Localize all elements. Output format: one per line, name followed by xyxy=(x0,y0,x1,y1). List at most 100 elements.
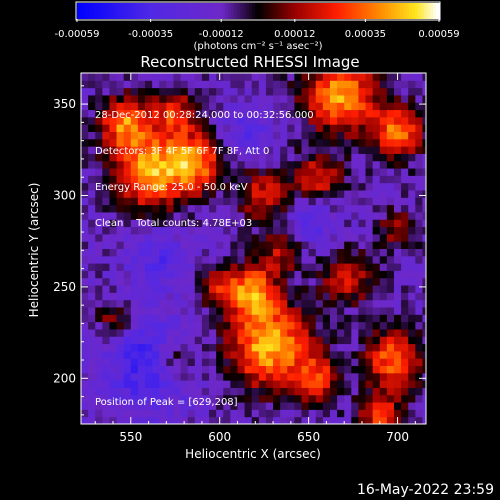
heatmap-cell xyxy=(372,241,381,249)
heatmap-cell xyxy=(372,409,381,418)
heatmap-cell xyxy=(415,226,423,235)
heatmap-cell xyxy=(130,102,139,111)
colorbar-cell xyxy=(80,3,84,19)
heatmap-cell xyxy=(137,146,146,154)
heatmap-cell xyxy=(109,153,118,162)
heatmap-cell xyxy=(95,394,103,403)
heatmap-cell xyxy=(322,211,331,220)
heatmap-cell xyxy=(401,416,409,425)
heatmap-cell xyxy=(329,102,338,111)
heatmap-cell xyxy=(130,109,139,118)
heatmap-cell xyxy=(344,292,352,301)
heatmap-cell xyxy=(123,394,132,403)
heatmap-cell xyxy=(152,277,160,286)
heatmap-cell xyxy=(322,94,331,103)
heatmap-cell xyxy=(130,226,139,235)
heatmap-cell xyxy=(81,372,89,381)
heatmap-cell xyxy=(109,343,118,352)
heatmap-cell xyxy=(251,138,260,147)
heatmap-cell xyxy=(315,138,324,147)
heatmap-cell xyxy=(159,204,167,213)
heatmap-cell xyxy=(358,307,367,315)
colorbar-cell xyxy=(167,3,172,19)
heatmap-cell xyxy=(337,146,345,154)
heatmap-cell xyxy=(173,328,182,337)
heatmap-cell xyxy=(351,197,359,206)
heatmap-cell xyxy=(187,124,196,132)
heatmap-cell xyxy=(408,416,416,425)
heatmap-cell xyxy=(159,138,167,147)
heatmap-cell xyxy=(102,263,110,271)
heatmap-cell xyxy=(379,350,388,359)
x-tick-label: 700 xyxy=(386,430,409,444)
heatmap-cell xyxy=(159,350,167,359)
colorbar-cell xyxy=(279,3,283,19)
heatmap-cell xyxy=(315,321,324,330)
heatmap-cell xyxy=(173,343,182,352)
heatmap-cell xyxy=(209,124,217,132)
heatmap-cell xyxy=(401,204,409,213)
heatmap-cell xyxy=(216,343,224,352)
heatmap-cell xyxy=(237,197,246,206)
heatmap-cell xyxy=(81,160,89,169)
heatmap-cell xyxy=(95,94,103,103)
heatmap-cell xyxy=(329,160,338,169)
heatmap-cell xyxy=(201,116,210,125)
heatmap-cell xyxy=(166,94,174,103)
heatmap-cell xyxy=(180,350,189,359)
heatmap-cell xyxy=(88,131,96,140)
heatmap-cell xyxy=(187,285,196,293)
heatmap-cell xyxy=(130,211,139,220)
heatmap-cell xyxy=(280,416,288,425)
heatmap-cell xyxy=(393,387,402,396)
heatmap-cell xyxy=(372,292,381,301)
heatmap-cell xyxy=(209,109,217,118)
heatmap-cell xyxy=(223,387,231,396)
heatmap-cell xyxy=(194,365,203,374)
heatmap-cell xyxy=(337,131,345,140)
heatmap-cell xyxy=(315,116,324,125)
heatmap-cell xyxy=(194,204,203,213)
heatmap-cell xyxy=(265,219,274,228)
heatmap-cell xyxy=(258,233,267,242)
heatmap-cell xyxy=(273,307,281,315)
heatmap-cell xyxy=(358,416,367,425)
heatmap-cell xyxy=(344,241,352,249)
heatmap-cell xyxy=(95,146,103,154)
heatmap-cell xyxy=(116,402,125,410)
heatmap-cell xyxy=(180,248,189,257)
heatmap-cell xyxy=(358,124,367,132)
heatmap-cell xyxy=(116,263,125,271)
heatmap-cell xyxy=(422,372,427,381)
heatmap-cell xyxy=(81,321,89,330)
heatmap-cell xyxy=(308,168,317,176)
heatmap-cell xyxy=(209,321,217,330)
heatmap-cell xyxy=(173,219,182,228)
heatmap-cell xyxy=(116,321,125,330)
heatmap-cell xyxy=(209,175,217,184)
heatmap-cell xyxy=(223,292,231,301)
colorbar-cell xyxy=(89,3,93,19)
colorbar-cell xyxy=(429,3,434,19)
heatmap-cell xyxy=(344,116,352,125)
colorbar-cell xyxy=(258,3,262,19)
heatmap-cell xyxy=(137,94,146,103)
heatmap-cell xyxy=(301,87,310,96)
heatmap-cell xyxy=(109,270,118,279)
heatmap-cell xyxy=(145,350,153,359)
heatmap-cell xyxy=(337,277,345,286)
heatmap-cell xyxy=(88,197,96,206)
heatmap-cell xyxy=(237,365,246,374)
heatmap-cell xyxy=(258,372,267,381)
heatmap-cell xyxy=(187,394,196,403)
heatmap-cell xyxy=(201,204,210,213)
heatmap-cell xyxy=(159,146,167,154)
heatmap-cell xyxy=(130,416,139,425)
heatmap-cell xyxy=(244,292,253,301)
heatmap-cell xyxy=(386,343,395,352)
heatmap-cell xyxy=(187,292,196,301)
colorbar-cell xyxy=(399,3,404,19)
heatmap-cell xyxy=(166,182,174,191)
colorbar-tick-label: -0.00035 xyxy=(128,29,173,40)
heatmap-cell xyxy=(393,270,402,279)
